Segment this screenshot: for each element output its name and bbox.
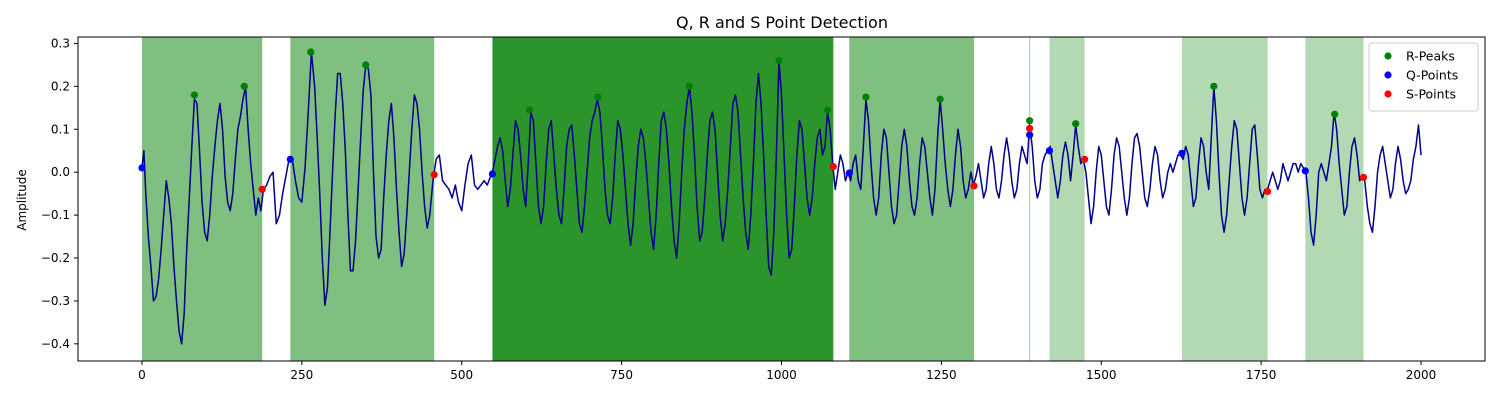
legend-marker xyxy=(1384,52,1392,60)
points-layer xyxy=(138,48,1368,196)
q-point xyxy=(138,164,146,172)
s-point xyxy=(1359,173,1368,181)
s-point xyxy=(970,182,978,190)
r-peak-point xyxy=(1026,117,1034,125)
y-axis: −0.4 −0.3 −0.2 −0.1 0.0 0.1 0.2 0.3 xyxy=(41,36,78,351)
r-peak-point xyxy=(594,93,602,101)
legend-label: Q-Points xyxy=(1406,68,1458,83)
r-peak-point xyxy=(240,82,248,90)
r-peak-point xyxy=(775,57,783,65)
y-tick-label: 0.2 xyxy=(51,79,70,93)
chart-title: Q, R and S Point Detection xyxy=(676,13,888,32)
s-point xyxy=(1026,124,1034,133)
x-tick-label: 0 xyxy=(138,368,146,382)
r-peak-point xyxy=(1331,110,1339,118)
s-point xyxy=(1081,155,1089,163)
highlight-region xyxy=(492,37,834,361)
y-tick-label: −0.2 xyxy=(41,251,70,265)
signal-layer xyxy=(141,51,1422,345)
r-peak-point xyxy=(362,61,370,69)
r-peak-point xyxy=(823,106,832,114)
x-tick-label: 1000 xyxy=(766,368,797,382)
highlight-region xyxy=(290,37,435,361)
r-peak-point xyxy=(1210,82,1218,90)
r-peak-point xyxy=(862,93,870,101)
legend-label: S-Points xyxy=(1406,87,1456,102)
highlight-region xyxy=(1181,37,1268,361)
q-point xyxy=(488,170,497,178)
x-tick-label: 1500 xyxy=(1086,368,1117,382)
q-point xyxy=(1301,167,1309,175)
signal-line xyxy=(141,51,1422,345)
x-tick-label: 1250 xyxy=(926,368,957,382)
legend-box xyxy=(1368,42,1479,112)
highlight-region xyxy=(1305,37,1364,361)
y-tick-label: 0.0 xyxy=(51,165,70,179)
r-peak-point xyxy=(1072,120,1080,128)
highlight-region xyxy=(1029,37,1031,361)
y-tick-label: 0.3 xyxy=(51,36,70,50)
s-point xyxy=(829,163,837,171)
x-axis: 0 250 500 750 1000 1250 1500 1750 2000 xyxy=(138,361,1436,382)
y-axis-label: Amplitude xyxy=(15,169,29,231)
s-point xyxy=(430,171,438,179)
q-point xyxy=(286,155,294,163)
q-point xyxy=(845,169,853,177)
r-peak-point xyxy=(525,106,534,114)
x-tick-label: 2000 xyxy=(1406,368,1437,382)
s-point xyxy=(258,185,266,193)
legend-marker xyxy=(1384,71,1392,79)
q-point xyxy=(1178,149,1186,157)
r-peak-point xyxy=(307,48,315,56)
legend-marker xyxy=(1384,90,1392,98)
x-tick-label: 500 xyxy=(450,368,473,382)
q-point xyxy=(1045,147,1054,155)
s-point xyxy=(1263,187,1272,196)
x-tick-label: 1750 xyxy=(1246,368,1277,382)
r-peak-point xyxy=(685,82,694,90)
y-tick-label: −0.4 xyxy=(41,337,70,351)
r-peak-point xyxy=(936,95,944,103)
legend-label: R-Peaks xyxy=(1406,49,1455,64)
y-tick-label: −0.3 xyxy=(41,294,70,308)
highlight-region xyxy=(1049,37,1085,361)
r-peak-point xyxy=(190,91,198,99)
y-tick-label: −0.1 xyxy=(41,208,70,222)
y-tick-label: 0.1 xyxy=(51,122,70,136)
legend: R-Peaks Q-Points S-Points xyxy=(1368,42,1479,112)
x-tick-label: 750 xyxy=(610,368,633,382)
q-point xyxy=(1026,131,1034,139)
x-tick-label: 250 xyxy=(290,368,313,382)
